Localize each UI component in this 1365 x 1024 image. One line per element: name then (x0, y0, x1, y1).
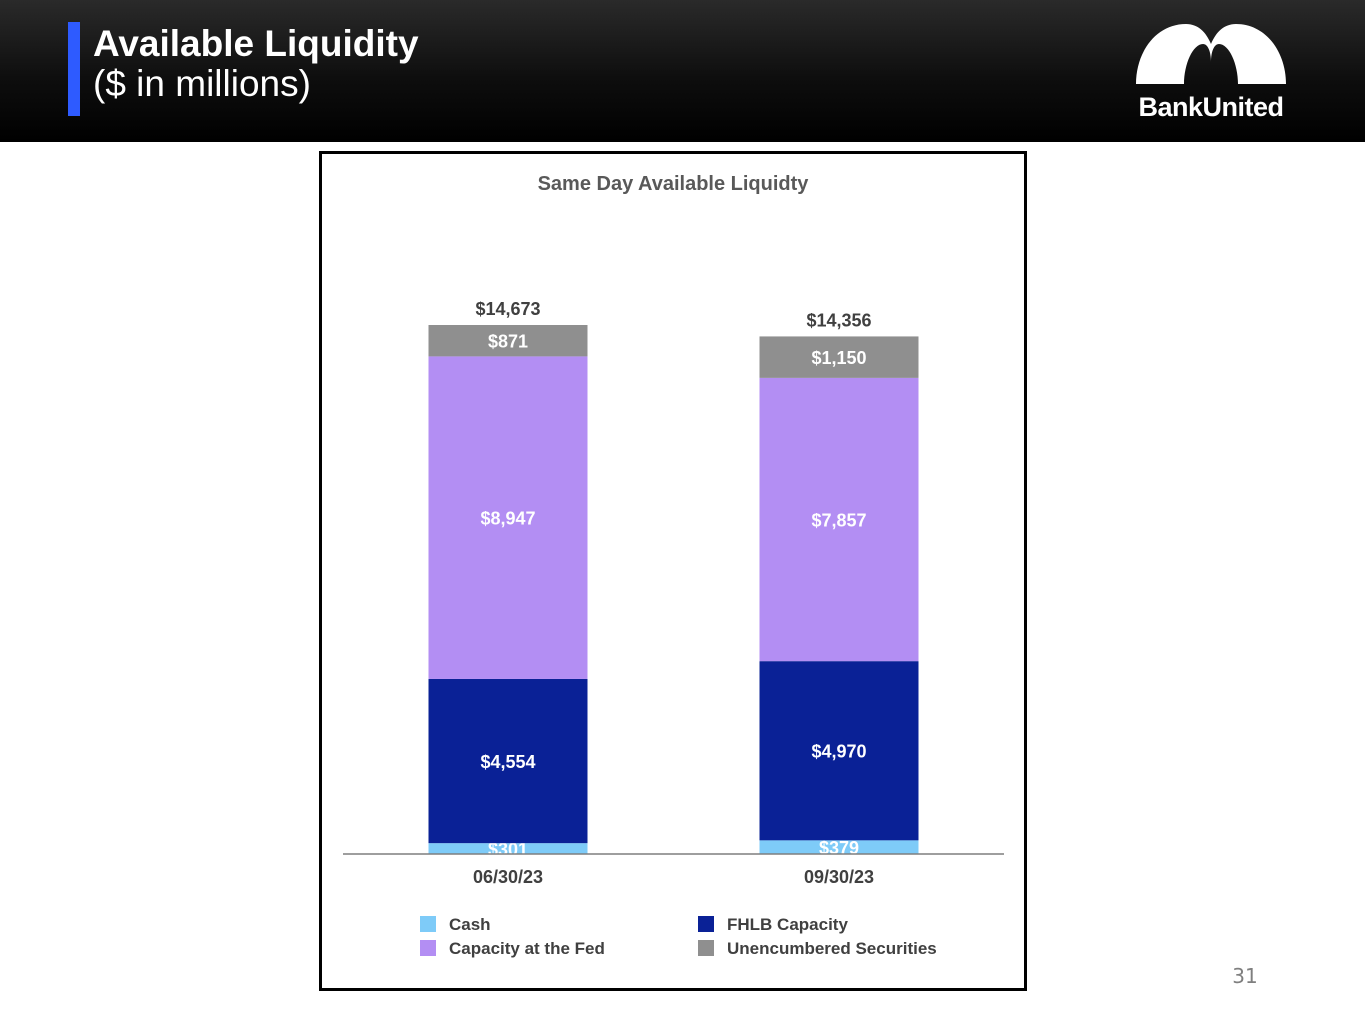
data-label: $4,970 (811, 742, 866, 762)
legend-label: Cash (449, 915, 491, 934)
slide-subtitle: ($ in millions) (93, 63, 311, 104)
legend-label: Capacity at the Fed (449, 939, 605, 958)
total-label: $14,356 (806, 310, 871, 330)
total-label: $14,673 (475, 299, 540, 319)
chart-panel: Same Day Available Liquidty $301 $4,554 $8,… (319, 151, 1027, 991)
bar-unencumbered-securities (759, 336, 919, 378)
data-label: $871 (488, 332, 528, 352)
page-number: 31 (1232, 964, 1258, 988)
bar-unencumbered-securities (428, 325, 588, 357)
bar-cash (428, 843, 588, 854)
data-label: $1,150 (811, 348, 866, 368)
bar-fhlb-capacity (428, 678, 588, 844)
x-tick-label: 09/30/23 (804, 867, 874, 887)
slide-title: Available Liquidity (93, 23, 419, 64)
bankunited-logo: BankUnited (1134, 22, 1288, 126)
legend-label: Unencumbered Securities (727, 939, 937, 958)
title-accent-bar (68, 22, 80, 116)
data-label: $379 (819, 838, 859, 858)
data-label: $4,554 (480, 752, 535, 772)
data-label: $7,857 (811, 511, 866, 531)
legend-swatch (420, 916, 436, 932)
logo-wordmark: BankUnited (1138, 92, 1284, 122)
slide-header: Available Liquidity ($ in millions) Bank… (0, 0, 1365, 142)
bar-capacity-at-the-fed (428, 356, 588, 679)
logo-arch-icon (1136, 24, 1286, 84)
data-label: $8,947 (480, 509, 535, 529)
legend-swatch (420, 940, 436, 956)
bar-fhlb-capacity (759, 661, 919, 841)
bar-cash (759, 840, 919, 854)
chart-title: Same Day Available Liquidty (538, 173, 810, 195)
legend-label: FHLB Capacity (727, 915, 848, 934)
legend-swatch (698, 940, 714, 956)
x-tick-label: 06/30/23 (473, 867, 543, 887)
stacked-bar-chart: Same Day Available Liquidty$301$4,554$8,… (343, 173, 1004, 958)
legend-swatch (698, 916, 714, 932)
bar-capacity-at-the-fed (759, 377, 919, 662)
